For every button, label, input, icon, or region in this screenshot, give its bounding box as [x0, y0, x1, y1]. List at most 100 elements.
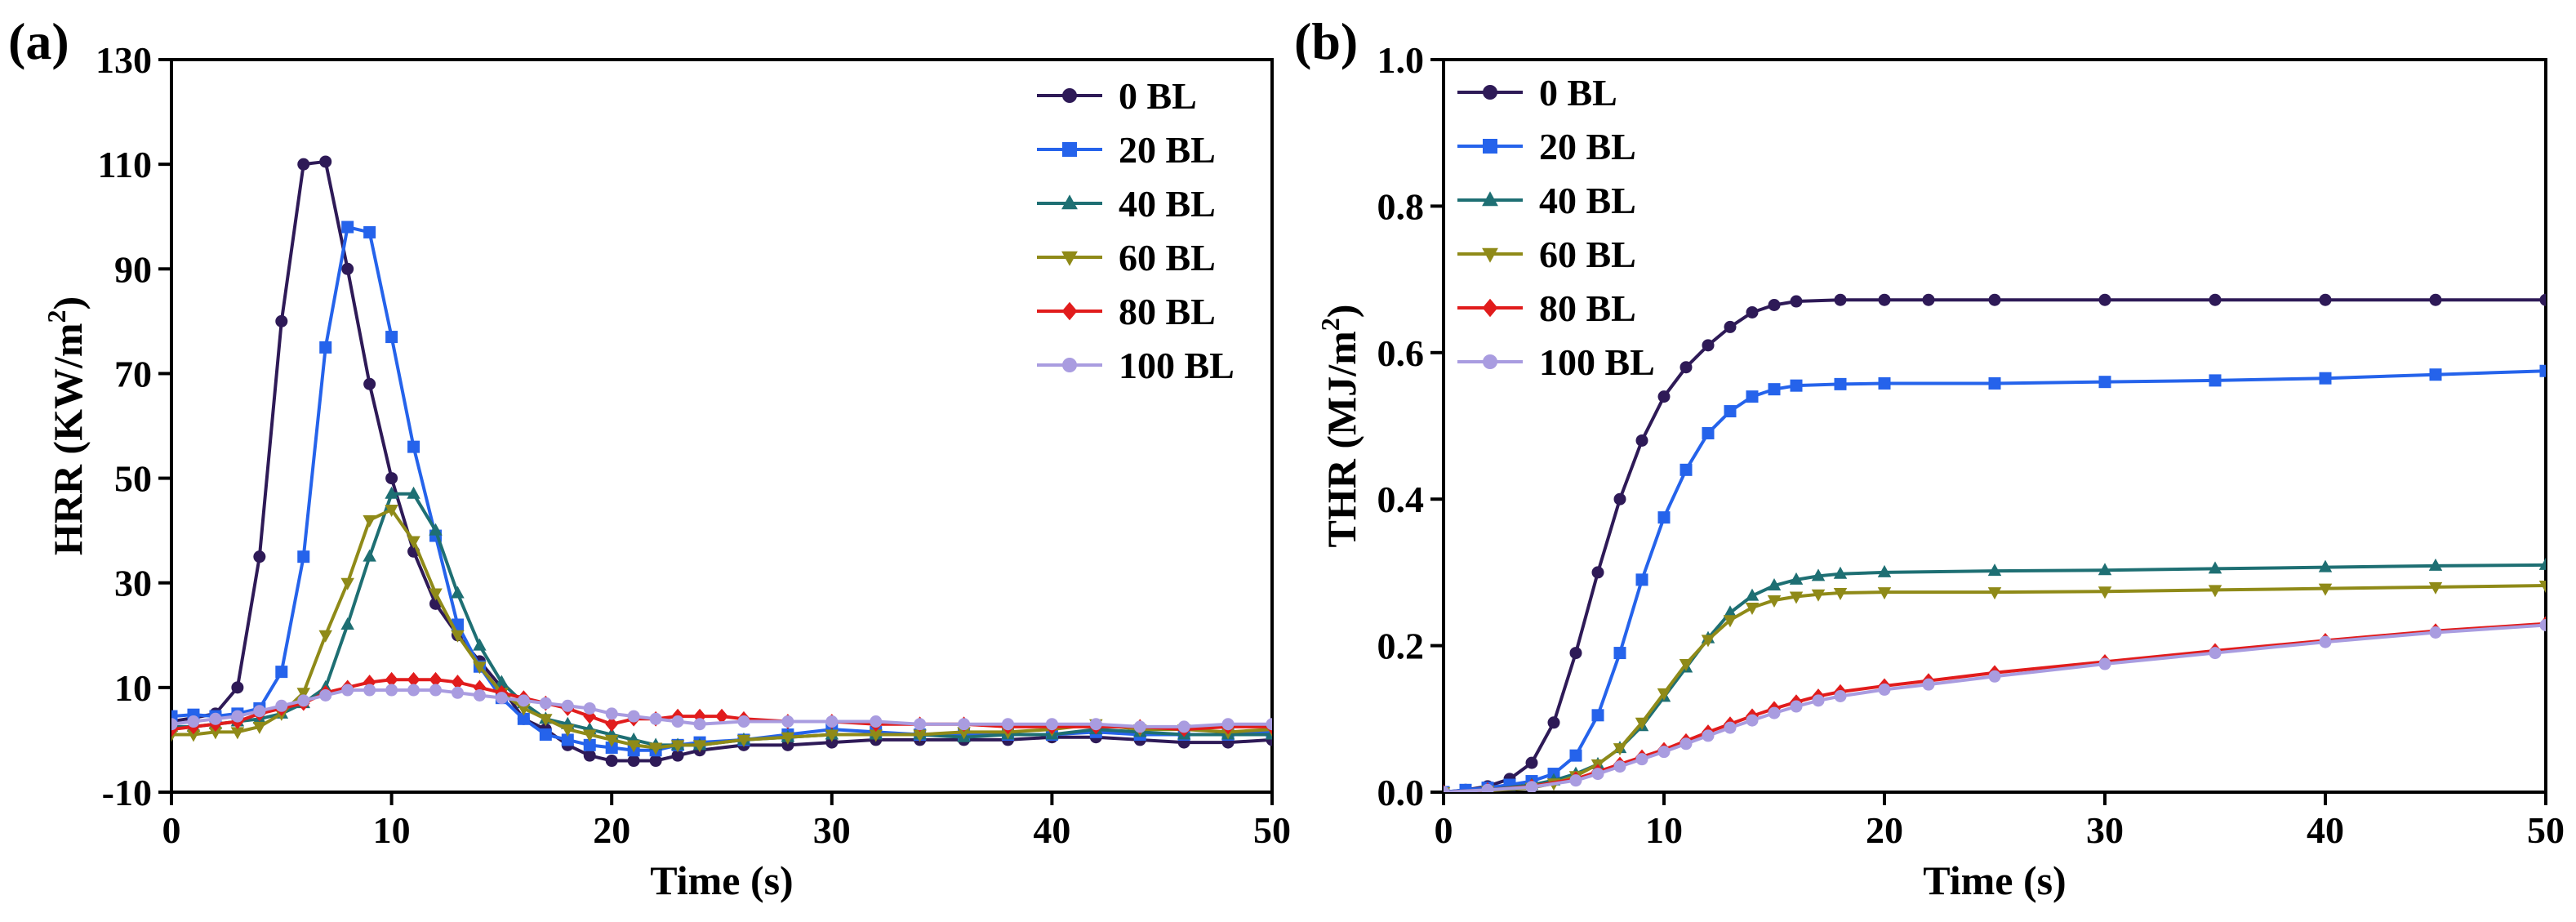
thr-series-0-bl-point [2539, 293, 2546, 306]
hrr-series-100-bl-point [451, 686, 464, 699]
hrr-series-60-bl-point [604, 734, 619, 747]
hrr-series-100-bl-point [517, 694, 530, 707]
hrr-series-100-bl-point [1089, 718, 1102, 731]
thr-series-100-bl-point [1657, 746, 1671, 759]
hrr-series-100-bl-point [187, 715, 200, 728]
hrr-series-60-bl-point [296, 688, 311, 701]
thr-series-60-bl-point [1635, 717, 1649, 730]
hrr-series-20-bl-point [605, 742, 618, 755]
thr-series-0-bl-point [1878, 293, 1891, 306]
hrr-legend-0-bl-label: 0 BL [1119, 75, 1197, 117]
thr-series-20-bl-point [1746, 390, 1759, 403]
hrr-series-100-bl-point [1266, 718, 1272, 731]
thr-series-40-bl-point [1789, 572, 1804, 585]
hrr-series-0-bl-point [627, 755, 640, 768]
thr-series-60-bl-point [1613, 743, 1627, 756]
hrr-series-0-bl-point [297, 158, 310, 171]
thr-series-20-bl-point [1591, 709, 1604, 722]
hrr-y-tick-label: -10 [102, 772, 152, 813]
hrr-series-60-bl-point [582, 729, 597, 742]
hrr-series-100-bl-point [1133, 720, 1146, 733]
thr-series-100-bl-point [1702, 729, 1715, 742]
hrr-legend-80-bl-label: 80 BL [1119, 291, 1216, 332]
thr-plot-frame [1442, 58, 2547, 794]
thr-series-0-bl-point [1702, 339, 1715, 352]
hrr-series-20-bl-point [407, 440, 420, 453]
hrr-series-100-bl-point [495, 692, 508, 705]
hrr-series-60-bl-point [451, 630, 465, 643]
thr-series-60-bl-point [2538, 581, 2546, 594]
thr-series-100-bl-point [1444, 786, 1450, 792]
thr-series-40-bl-point [1833, 566, 1848, 579]
thr-y-tick-label: 0.0 [1377, 772, 1425, 813]
hrr-y-tick-label: 70 [114, 353, 152, 394]
hrr-series-100-bl-point [671, 715, 684, 728]
thr-series-20-bl-point [1878, 376, 1891, 390]
chart-thr: 0 10 20 30 40 50 0.0 0.2 0.4 0.6 0.8 1.0 Time (s) THR… [1315, 39, 2565, 903]
thr-series-20-bl-line [1444, 369, 2546, 792]
hrr-series-20-bl-point [561, 733, 574, 746]
hrr-series-20-bl-point [385, 331, 398, 344]
thr-y-axis-title: THR (MJ/m2) [1315, 305, 1364, 548]
thr-y-tick-label: 0.8 [1377, 185, 1425, 227]
hrr-series-0-bl-point [341, 262, 354, 275]
hrr-series-60-bl-line [171, 508, 1272, 750]
hrr-series-0-bl-point [605, 755, 618, 768]
thr-series-0-bl-point [2429, 293, 2442, 306]
thr-series-0-bl-point [1680, 361, 1693, 374]
hrr-x-axis-title: Time (s) [650, 857, 793, 903]
thr-series-100-bl-point [2539, 618, 2546, 631]
hrr-series-100-bl-point [319, 688, 332, 702]
thr-series-100-bl-point [2209, 647, 2222, 660]
hrr-series-100-bl-point [473, 688, 486, 702]
hrr-y-tick-label: 30 [114, 563, 152, 604]
hrr-series-60-bl-point [340, 577, 354, 590]
thr-series-60-bl-point [1679, 659, 1693, 672]
hrr-series-100-bl-point [605, 707, 618, 720]
hrr-series-80-bl-point [407, 671, 420, 688]
thr-series-100-bl-point [2429, 626, 2442, 639]
thr-legend: 0 BL 20 BL 40 BL 60 BL 80 BL 100 BL [1457, 72, 1655, 383]
thr-series-20-bl-point [2539, 364, 2546, 377]
thr-series-60-bl-point [2098, 586, 2112, 599]
thr-series-20-bl-point [2209, 374, 2222, 387]
thr-series-60-bl-point [1811, 589, 1826, 602]
hrr-series-20-bl-point [539, 728, 552, 742]
hrr-series-40-bl-line [171, 492, 1272, 747]
hrr-series-0-bl-line [171, 159, 1272, 763]
hrr-series-60-bl-point [208, 727, 223, 740]
hrr-y-tick-label: 50 [114, 458, 152, 500]
thr-series-20-bl-point [1613, 647, 1626, 660]
thr-series-100-bl-point [1878, 683, 1891, 696]
hrr-series-40-bl-point [340, 617, 354, 630]
hrr-series-100-bl-point [958, 718, 971, 731]
thr-x-tick-label: 10 [1645, 809, 1683, 851]
thr-series-0-bl-point [1746, 305, 1759, 318]
hrr-x-tick-label: 10 [373, 809, 411, 851]
hrr-series-100-bl-point [1045, 718, 1058, 731]
hrr-series-80-bl-point [715, 708, 728, 724]
hrr-x-tick-label: 30 [813, 809, 851, 851]
thr-series-60-bl-point [2318, 583, 2333, 596]
hrr-series-100-bl-point [171, 718, 178, 731]
hrr-series-40-bl-point [473, 638, 487, 651]
thr-series-40-bl-point [2318, 559, 2333, 572]
thr-series-20-bl-point [1635, 573, 1648, 586]
hrr-series-60-bl-point [517, 703, 531, 716]
thr-series-100-bl-point [1834, 689, 1847, 702]
thr-series-60-bl-point [2208, 585, 2222, 598]
thr-x-tick-label: 30 [2086, 809, 2124, 851]
hrr-legend-60-bl-label: 60 BL [1119, 237, 1216, 278]
thr-series-0-bl-point [1988, 293, 2001, 306]
thr-series-20-bl-point [1724, 405, 1737, 418]
hrr-series-60-bl-point [429, 588, 443, 601]
hrr-series-0-bl-point [253, 550, 266, 563]
thr-series-0-bl-point [1922, 293, 1935, 306]
hrr-y-axis-title: HRR (KW/m2) [42, 296, 91, 555]
thr-series-0-bl-point [1525, 756, 1538, 769]
hrr-legend-60-bl-marker [1061, 251, 1078, 266]
hrr-series-40-bl-point [429, 523, 443, 536]
thr-series-60-bl-point [2428, 581, 2443, 595]
hrr-series-100-bl-point [1001, 718, 1014, 731]
thr-series-80-bl-line [1444, 621, 2546, 792]
